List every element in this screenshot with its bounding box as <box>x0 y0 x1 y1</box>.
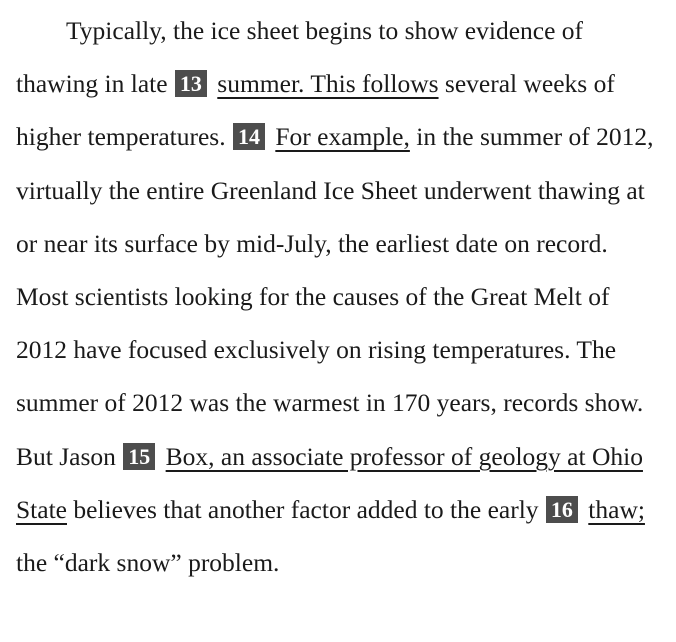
question-number-15[interactable]: 15 <box>123 442 156 470</box>
underlined-phrase-14: For example, <box>275 122 410 152</box>
underlined-phrase-13: summer. This follows <box>217 69 439 99</box>
passage-text: the “dark snow” problem. <box>16 548 280 578</box>
reading-passage: Typically, the ice sheet begins to show … <box>16 16 654 578</box>
question-number-16[interactable]: 16 <box>545 495 578 523</box>
passage-text: believes that another factor added to th… <box>73 494 539 524</box>
question-number-13[interactable]: 13 <box>174 70 207 98</box>
underlined-phrase-16: thaw; <box>588 494 645 524</box>
underlined-phrase-15: Box, an associate professor of geology a… <box>16 441 643 524</box>
passage-text: several weeks of higher temperatures. <box>16 69 615 152</box>
question-number-14[interactable]: 14 <box>232 123 265 151</box>
passage-text: Typically, the ice sheet begins to show … <box>16 16 584 99</box>
passage-text: in the summer of 2012, virtually the ent… <box>16 122 654 471</box>
